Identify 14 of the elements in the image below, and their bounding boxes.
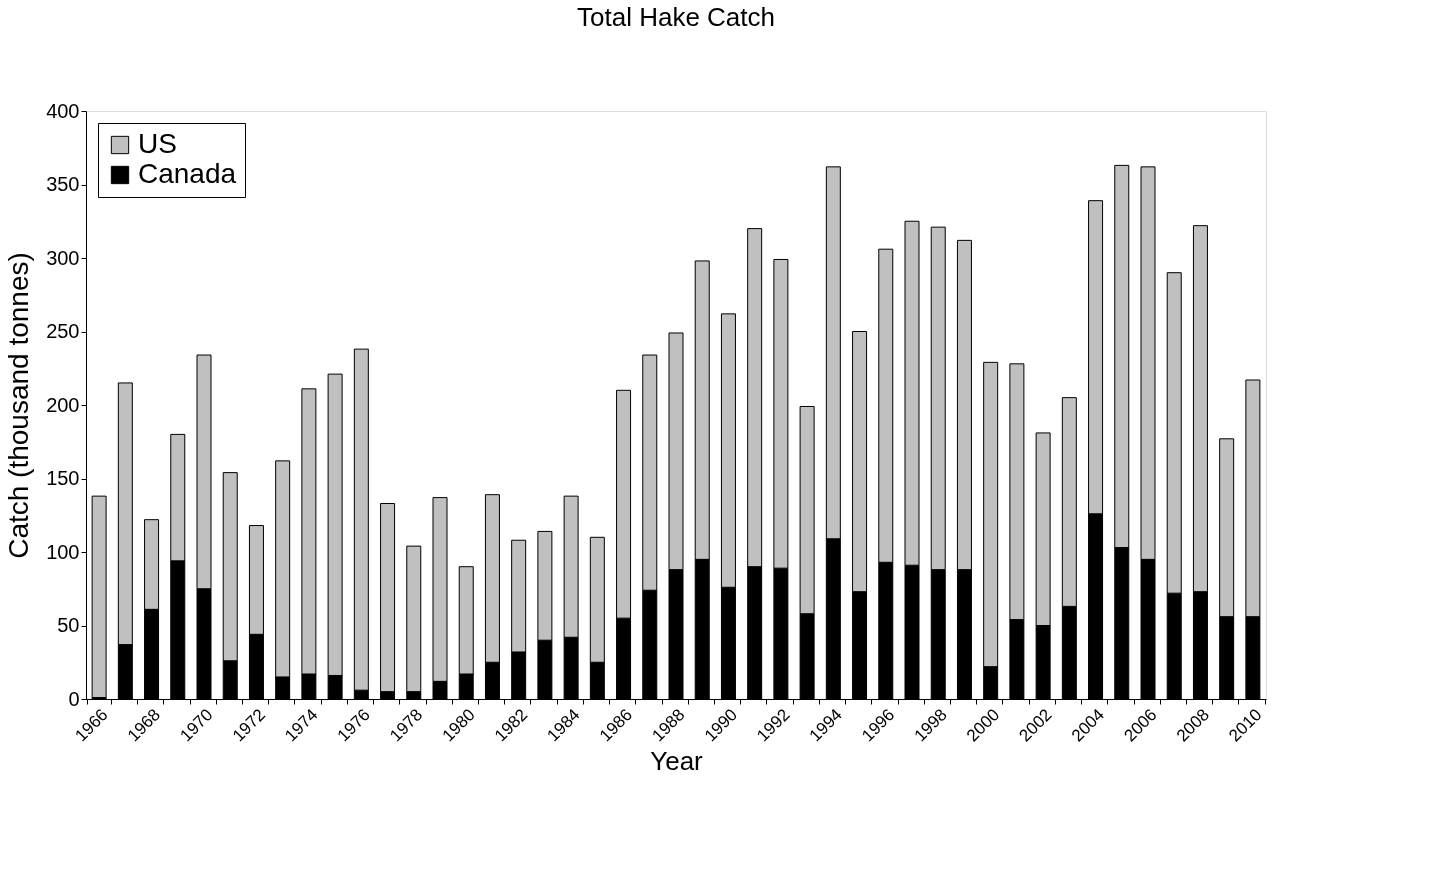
chart-title: Total Hake Catch — [577, 2, 775, 32]
y-axis-title: Catch (thousand tonnes) — [3, 252, 35, 559]
x-axis-title: Year — [650, 745, 704, 776]
y-tick-label: 250 — [46, 320, 80, 342]
y-tick-label: 300 — [46, 246, 80, 269]
y-tick-label: 100 — [46, 540, 80, 563]
y-tick-label: 150 — [46, 467, 80, 489]
y-tick-label: 50 — [57, 614, 80, 636]
legend-label: Canada — [138, 158, 237, 189]
y-tick-label: 400 — [46, 99, 80, 122]
y-tick-label: 0 — [68, 687, 80, 710]
y-tick-label: 350 — [46, 173, 80, 195]
y-tick-label: 200 — [46, 393, 80, 416]
legend-label: US — [138, 128, 177, 159]
